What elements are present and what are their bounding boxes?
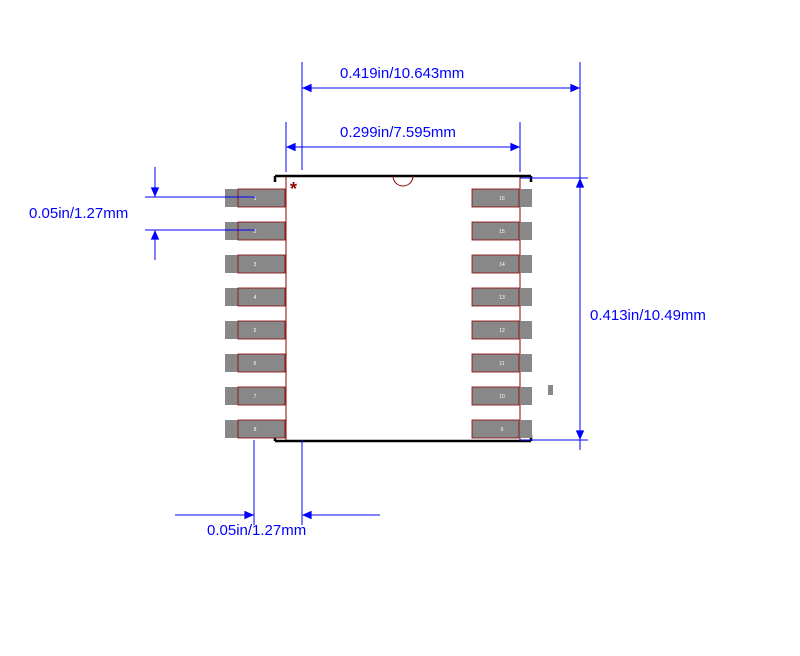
pad-label-3: 3 [254,262,257,268]
fiducial-mark [548,385,553,395]
arrowhead [576,430,584,440]
pad-label-5: 5 [254,328,257,334]
arrowhead [151,187,159,197]
arrowhead [151,230,159,240]
dim-body-width-label: 0.299in/7.595mm [340,124,456,141]
arrowhead [576,178,584,188]
footprint-drawing: *123456781615141312111090.419in/10.643mm… [0,0,800,656]
pad-label-9: 9 [501,427,504,433]
pad-label-6: 6 [254,361,257,367]
pad-label-14: 14 [499,262,505,268]
pad-label-7: 7 [254,394,257,400]
arrowhead [510,143,520,151]
pad-label-12: 12 [499,328,505,334]
pad-label-11: 11 [499,361,504,367]
pad-label-15: 15 [499,229,505,235]
pad-label-16: 16 [499,196,505,202]
arrowhead [570,84,580,92]
dim-height-label: 0.413in/10.49mm [590,307,706,324]
dim-overall-width-label: 0.419in/10.643mm [340,65,464,82]
pad-label-4: 4 [254,295,257,301]
arrowhead [302,84,312,92]
orientation-notch [393,176,413,186]
arrowhead [244,511,254,519]
pad-label-8: 8 [254,427,257,433]
dim-padw-label: 0.05in/1.27mm [207,522,306,539]
pad-label-10: 10 [499,394,505,400]
pad-label-13: 13 [499,295,505,301]
pin1-marker: * [290,179,297,199]
arrowhead [302,511,312,519]
dim-pitch-label: 0.05in/1.27mm [29,205,128,222]
arrowhead [286,143,296,151]
